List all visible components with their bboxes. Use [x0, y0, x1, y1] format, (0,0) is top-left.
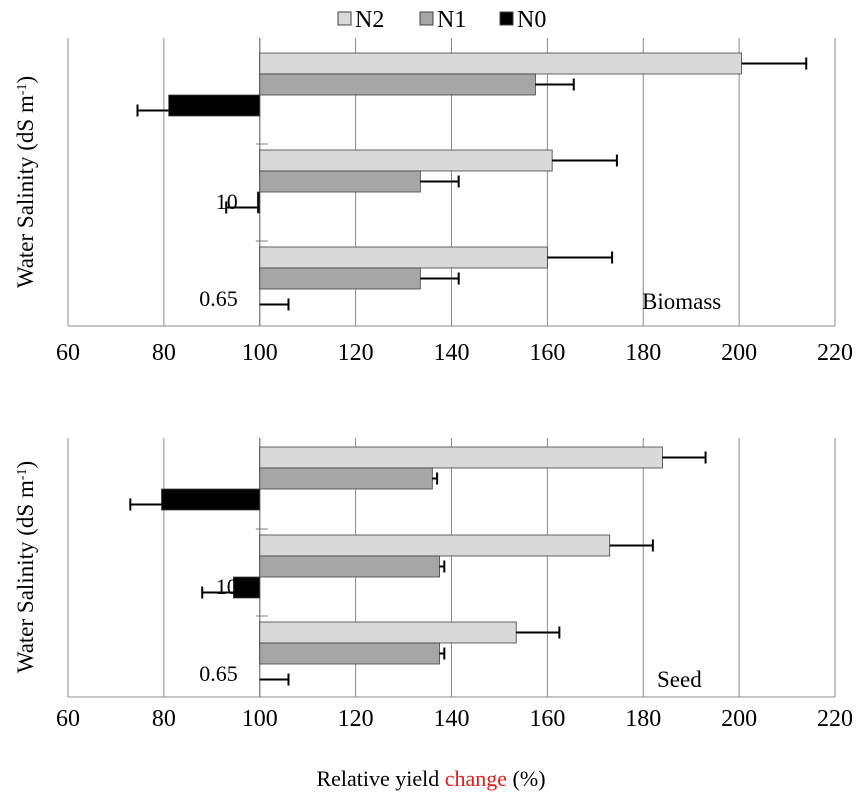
bar-n2: [259, 52, 742, 75]
x-tick-label: 200: [721, 706, 757, 732]
legend-swatch-n2: [337, 11, 352, 26]
bar-n1: [259, 467, 433, 490]
y-axis-label: Water Salinity (dS m-1): [13, 461, 38, 673]
x-tick-label: 220: [817, 340, 853, 366]
x-tick-label: 120: [338, 706, 374, 732]
x-tick-label: 100: [242, 706, 278, 732]
panel-label: Seed: [657, 667, 702, 692]
x-tick-label: 60: [56, 340, 80, 366]
x-tick-label: 180: [625, 340, 661, 366]
x-tick-label: 80: [152, 340, 176, 366]
bar-n1: [259, 555, 440, 578]
x-tick-label: 120: [338, 340, 374, 366]
bar-n0: [232, 576, 261, 599]
bar-n1: [259, 267, 421, 290]
category-label: 10: [216, 574, 238, 599]
bar-n1: [259, 73, 536, 96]
bar-n2: [259, 149, 553, 172]
bar-n0: [168, 94, 261, 117]
bar-n0: [161, 488, 261, 511]
bar-n1: [259, 170, 421, 193]
panel-seed: 60 80 100 120 140 160 180 200 220 20 10 0.65 Seed Wat…: [13, 438, 853, 732]
bar-n2: [259, 534, 611, 557]
x-tick-label: 60: [56, 706, 80, 732]
x-tick-label: 180: [625, 706, 661, 732]
legend-swatch-n0: [499, 11, 514, 26]
x-tick-label: 220: [817, 706, 853, 732]
x-tick-label: 140: [434, 706, 470, 732]
x-tick-label: 80: [152, 706, 176, 732]
category-label: 0.65: [199, 661, 238, 686]
legend-label-n1: N1: [437, 7, 466, 33]
legend: N2 N1 N0: [337, 7, 546, 33]
bar-n1: [259, 642, 440, 665]
bar-n0: [256, 191, 261, 214]
category-label: 20: [216, 92, 238, 117]
category-label: 10: [216, 189, 238, 214]
category-label: 20: [216, 486, 238, 511]
panel-label: Biomass: [642, 289, 721, 314]
legend-swatch-n1: [419, 11, 434, 26]
y-axis-label: Water Salinity (dS m-1): [13, 76, 38, 288]
x-tick-label: 200: [721, 340, 757, 366]
bar-n2: [259, 446, 663, 469]
x-axis-label: Relative yield change (%): [316, 766, 545, 791]
x-tick-label: 140: [434, 340, 470, 366]
legend-label-n2: N2: [355, 7, 384, 33]
x-tick-label: 160: [529, 340, 565, 366]
x-tick-label: 160: [529, 706, 565, 732]
bar-n2: [259, 621, 517, 644]
category-label: 0.65: [199, 286, 238, 311]
legend-label-n0: N0: [517, 7, 546, 33]
bar-n2: [259, 246, 548, 269]
panel-biomass: 60 80 100 120 140 160 180 200 220 20 10 0.65 Biomass…: [13, 38, 853, 366]
x-tick-label: 100: [242, 340, 278, 366]
